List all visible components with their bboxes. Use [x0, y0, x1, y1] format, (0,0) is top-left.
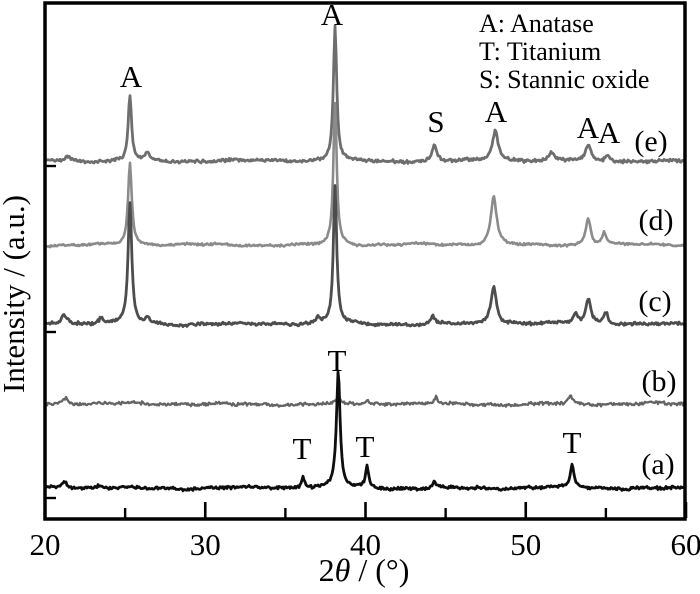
peak-label-S-44.3: S [427, 104, 444, 139]
peak-label-A-48.1: A [485, 94, 508, 129]
peak-label-A-53.9: A [577, 110, 600, 145]
peak-label-A-55.1: A [598, 115, 621, 150]
x-axis-title-prefix: 2 [319, 552, 335, 588]
curves-layer [46, 24, 684, 493]
peak-label-T-36.1: T [293, 431, 312, 466]
plot-frame [43, 1, 687, 521]
x-tick-label-40: 40 [350, 527, 381, 562]
curve-label-b: (b) [642, 365, 677, 398]
curve-c [46, 184, 684, 328]
x-tick-label-50: 50 [510, 527, 541, 562]
tick-labels-layer: 20 30 40 50 60 [30, 527, 700, 562]
legend: A: Anatase T: Titanium S: Stannic oxide [479, 9, 649, 94]
curve-label-d: (d) [639, 204, 674, 237]
curve-label-c: (c) [638, 285, 671, 318]
legend-line-anatase: A: Anatase [479, 9, 594, 38]
legend-line-stannic-oxide: S: Stannic oxide [479, 65, 649, 94]
curve-a [46, 370, 684, 493]
y-axis-title: Intensity / (a.u.) [0, 195, 31, 393]
peak-label-T-38.3: T [328, 343, 347, 378]
peak-label-T-40.1: T [356, 429, 375, 464]
peak-label-A-38.1: A [321, 0, 344, 32]
curve-label-e: (e) [634, 125, 667, 158]
x-tick-label-20: 20 [30, 527, 61, 562]
peak-label-T-52.9: T [563, 425, 582, 460]
x-tick-label-30: 30 [190, 527, 221, 562]
peak-label-A-25.3: A [120, 59, 143, 94]
curve-e [46, 24, 684, 165]
legend-line-titanium: T: Titanium [479, 37, 601, 66]
curve-b [46, 394, 684, 408]
curve-label-a: (a) [641, 448, 674, 481]
x-axis-title-suffix: / (°) [350, 552, 409, 588]
x-axis-title-theta: θ [335, 552, 351, 588]
x-axis-title: 2θ / (°) [319, 552, 410, 588]
x-tick-label-60: 60 [671, 527, 700, 562]
curve-d [46, 101, 684, 249]
